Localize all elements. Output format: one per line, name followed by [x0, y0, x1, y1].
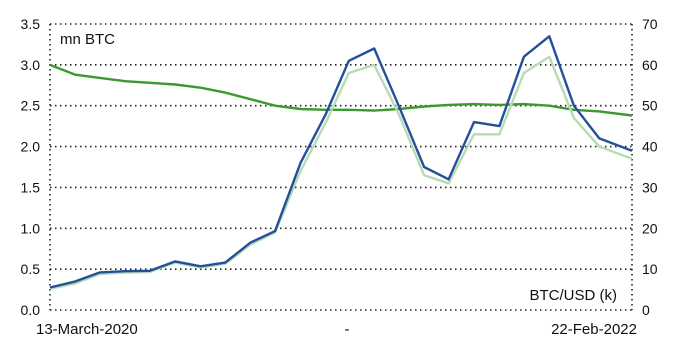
series-lines	[49, 35, 633, 290]
right-tick-label: 70	[642, 16, 658, 32]
x-label-end: 22-Feb-2022	[551, 321, 637, 338]
right-tick-label: 30	[642, 179, 658, 195]
left-tick-label: 2.0	[21, 139, 41, 155]
series-line	[49, 63, 633, 117]
right-tick-label: 10	[642, 261, 658, 277]
left-axis-label: mn BTC	[60, 31, 115, 48]
right-axis-label: BTC/USD (k)	[530, 287, 618, 304]
left-tick-label: 0.5	[21, 261, 41, 277]
left-tick-label: 3.5	[21, 16, 41, 32]
series-line	[49, 55, 633, 290]
x-label-start: 13-March-2020	[36, 321, 138, 338]
right-tick-label: 40	[642, 139, 658, 155]
right-tick-label: 50	[642, 98, 658, 114]
left-tick-label: 3.0	[21, 57, 41, 73]
left-tick-label: 1.0	[21, 220, 41, 236]
series-line	[49, 35, 633, 289]
left-tick-label: 1.5	[21, 179, 41, 195]
left-tick-label: 0.0	[21, 302, 41, 318]
left-tick-label: 2.5	[21, 98, 41, 114]
right-tick-label: 0	[642, 302, 650, 318]
gridlines	[49, 23, 633, 311]
x-label-middle: -	[345, 321, 350, 338]
right-tick-label: 60	[642, 57, 658, 73]
tick-labels: 0.0 0 0.5 10 1.0 20 1.5 30 2.0 40 2.5 50 3.0 60 3.5 70	[21, 16, 658, 318]
right-tick-label: 20	[642, 220, 658, 236]
